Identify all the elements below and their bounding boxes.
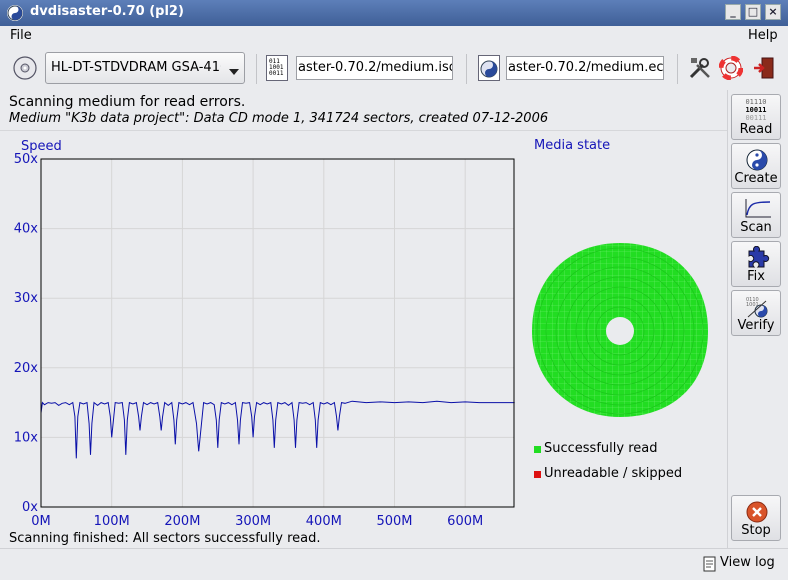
toolbar-separator [677, 54, 678, 84]
y-tick-label: 0x [22, 500, 38, 515]
x-tick-label: 500M [376, 514, 412, 529]
create-button-label: Create [734, 171, 778, 186]
verify-compare-icon: 0110 1001 [744, 295, 770, 318]
read-icon-line: 00111 [745, 114, 767, 122]
x-tick-label: 0M [31, 514, 51, 529]
footer-bar: View log [0, 548, 788, 580]
menu-bar: File Help [0, 26, 788, 47]
legend-swatch-success [534, 446, 541, 453]
read-icon-line: 01110 [745, 98, 767, 106]
minimize-button[interactable]: _ [725, 4, 741, 20]
scan-button-label: Scan [740, 220, 772, 235]
medium-info: Medium "K3b data project": Data CD mode … [9, 111, 549, 126]
y-tick-label: 10x [14, 430, 39, 445]
exit-door-icon[interactable] [752, 56, 776, 84]
preferences-tools-icon[interactable] [688, 56, 712, 84]
menu-file[interactable]: File [10, 28, 32, 43]
scan-curve-icon [744, 197, 771, 219]
speed-chart: Speed 0x 10x 20x 30x 40x 50x 0M 100M 200M 300M 40… [14, 139, 515, 529]
view-log-label: View log [720, 555, 775, 570]
status-heading: Scanning medium for read errors. [9, 94, 246, 110]
fix-button[interactable]: Fix [731, 241, 781, 287]
toolbar-separator [466, 54, 467, 84]
stop-button[interactable]: Stop [731, 495, 781, 541]
speed-chart-frame [40, 158, 515, 508]
speed-series-line [40, 400, 515, 459]
close-button[interactable]: × [765, 4, 781, 20]
drive-select[interactable]: HL-DT-STDVDRAM GSA-4160 [45, 52, 245, 84]
cd-icon [12, 55, 38, 85]
image-file-input[interactable]: aster-0.70.2/medium.iso [296, 56, 453, 80]
log-document-icon [703, 556, 717, 576]
stop-icon [744, 500, 770, 523]
help-lifebuoy-icon[interactable] [718, 55, 744, 84]
create-button[interactable]: Create [731, 143, 781, 189]
ecc-file-input[interactable]: aster-0.70.2/medium.ecc [506, 56, 664, 80]
toolbar-separator [256, 54, 257, 84]
chevron-down-icon [228, 65, 240, 80]
media-state-spiral [532, 243, 708, 417]
puzzle-piece-icon [744, 245, 770, 268]
svg-text:1001: 1001 [746, 302, 759, 308]
svg-text:0110: 0110 [746, 297, 759, 303]
fix-button-label: Fix [747, 269, 765, 284]
stop-button-label: Stop [741, 523, 771, 538]
y-tick-label: 50x [14, 152, 39, 167]
x-tick-label: 200M [164, 514, 200, 529]
window-title: dvdisaster-0.70 (pl2) [30, 4, 184, 19]
verify-button[interactable]: 0110 1001 Verify [731, 290, 781, 336]
y-tick-label: 20x [14, 361, 39, 376]
x-tick-label: 600M [447, 514, 483, 529]
yin-yang-icon [744, 148, 770, 171]
speed-chart-title: Speed [21, 139, 62, 154]
y-tick-label: 30x [14, 291, 39, 306]
verify-button-label: Verify [737, 318, 775, 333]
app-icon [7, 5, 23, 21]
x-tick-label: 100M [94, 514, 130, 529]
toolbar: HL-DT-STDVDRAM GSA-4160 011 1001 0011 aste… [0, 46, 788, 91]
scan-results-panel: Speed 0x 10x 20x 30x 40x 50x 0M 100M 200M 300M 40… [0, 131, 727, 548]
scan-result-message: Scanning finished: All sectors successfu… [9, 531, 321, 546]
legend-swatch-unreadable [534, 471, 541, 478]
media-state-title: Media state [534, 138, 611, 153]
read-button[interactable]: 01110 10011 00111 Read [731, 94, 781, 140]
image-file-icon: 011 1001 0011 [266, 55, 288, 81]
x-tick-label: 300M [235, 514, 271, 529]
action-sidebar: 01110 10011 00111 Read Create Scan Fix 0… [727, 90, 788, 548]
read-button-label: Read [739, 122, 773, 137]
title-bar: dvdisaster-0.70 (pl2) _ □ × [0, 0, 788, 26]
scan-button[interactable]: Scan [731, 192, 781, 238]
read-icon: 01110 10011 00111 [732, 98, 780, 122]
legend-label-unreadable: Unreadable / skipped [544, 466, 683, 481]
legend-label-success: Successfully read [544, 441, 658, 456]
x-tick-label: 400M [306, 514, 342, 529]
ecc-file-icon [478, 55, 500, 85]
drive-select-value: HL-DT-STDVDRAM GSA-4160 [51, 60, 221, 75]
menu-help[interactable]: Help [748, 28, 778, 43]
y-tick-label: 40x [14, 222, 39, 237]
read-icon-line: 10011 [745, 106, 767, 114]
status-area: Scanning medium for read errors. Medium … [0, 90, 727, 131]
maximize-button[interactable]: □ [745, 4, 761, 20]
